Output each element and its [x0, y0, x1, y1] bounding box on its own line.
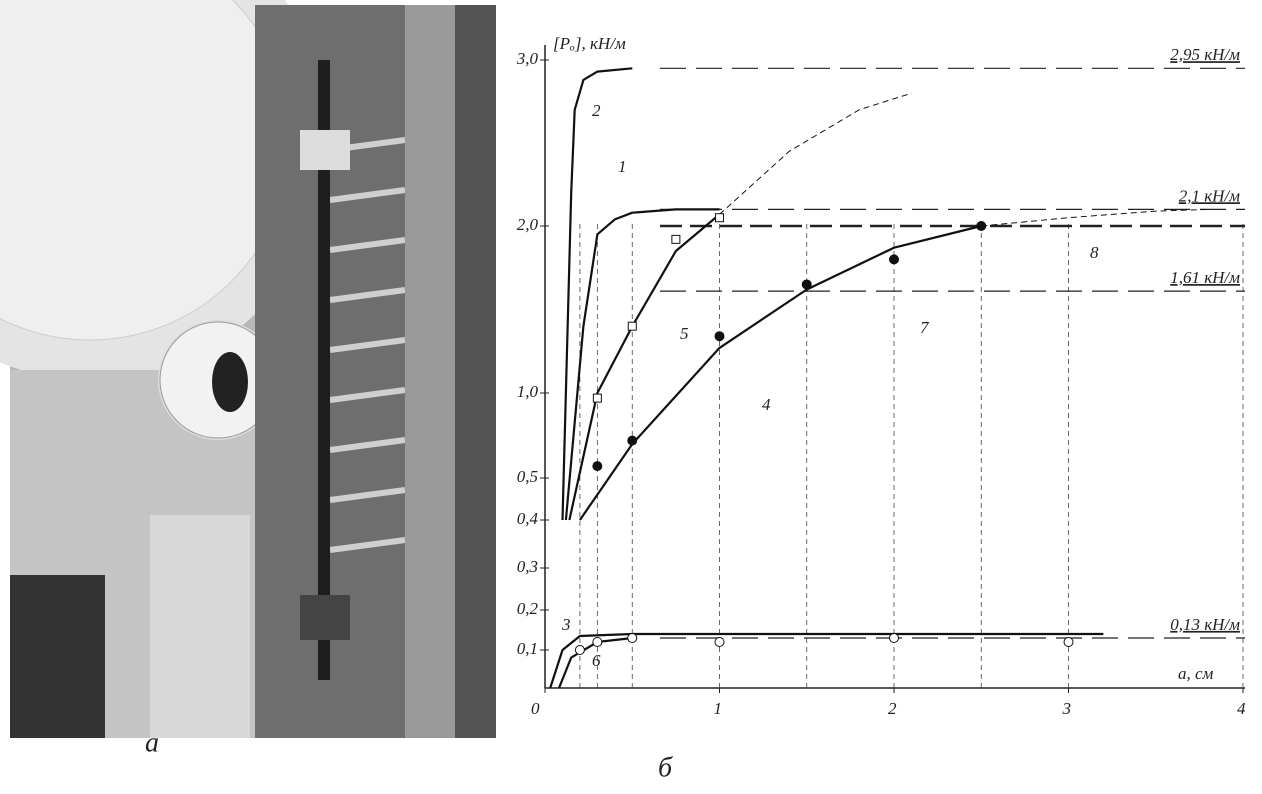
x-axis-label: a, см	[1178, 664, 1214, 683]
curve-label: 2	[592, 101, 601, 120]
curve	[564, 208, 720, 521]
curve	[568, 213, 721, 521]
point	[714, 637, 725, 647]
y-tick-label: 1,0	[517, 382, 539, 401]
reference-label: 0,13 кН/м	[1170, 615, 1240, 634]
curve	[549, 632, 1104, 689]
caption: а	[145, 727, 159, 758]
reference-label: 1,61 кН/м	[1170, 268, 1240, 287]
point	[592, 637, 603, 647]
curve-label: 7	[920, 318, 930, 337]
y-tick-label: 3,0	[516, 49, 539, 68]
reference-label: 2,95 кН/м	[1170, 45, 1240, 64]
y-tick-label: 2,0	[517, 215, 539, 234]
x-tick-label: 0	[531, 699, 540, 718]
point	[889, 254, 899, 265]
point	[592, 461, 603, 472]
photo	[0, 0, 496, 738]
y-tick-label: 0,5	[517, 467, 538, 486]
point	[715, 213, 724, 223]
curve-label: 4	[762, 395, 771, 414]
y-tick-label: 0,1	[517, 639, 538, 658]
curve-label: 3	[561, 615, 571, 634]
point	[627, 435, 638, 446]
reference-label: 2,1 кН/м	[1179, 186, 1240, 205]
x-tick-label: 1	[714, 699, 723, 718]
point	[574, 645, 585, 655]
curve-label: 1	[618, 157, 627, 176]
point	[627, 633, 638, 643]
x-tick-label: 4	[1237, 699, 1246, 718]
point	[889, 633, 899, 643]
curve	[981, 208, 1209, 227]
curve-label: 8	[1090, 243, 1099, 262]
y-tick-label: 0,2	[517, 599, 539, 618]
point	[1063, 637, 1074, 647]
curve-label: 6	[592, 651, 601, 670]
x-tick-label: 3	[1062, 699, 1072, 718]
point	[801, 279, 812, 290]
curve	[578, 224, 982, 521]
curve	[719, 92, 912, 215]
y-axis-label: [Pₒ], кН/м	[553, 34, 626, 53]
y-tick-label: 0,3	[517, 557, 538, 576]
curve-label: 5	[680, 324, 689, 343]
chart: [Pₒ], кН/м a, см 0,1 0,2 0,3 0,4 0,5 1,0 2,0 3,0 0…	[516, 34, 1246, 718]
point	[714, 331, 725, 342]
point	[671, 234, 681, 244]
point	[592, 393, 602, 403]
point	[976, 221, 987, 231]
y-tick-label: 0,4	[517, 509, 539, 528]
point	[627, 321, 637, 331]
x-tick-label: 2	[888, 699, 897, 718]
curve	[561, 67, 633, 521]
caption: б	[658, 752, 673, 783]
